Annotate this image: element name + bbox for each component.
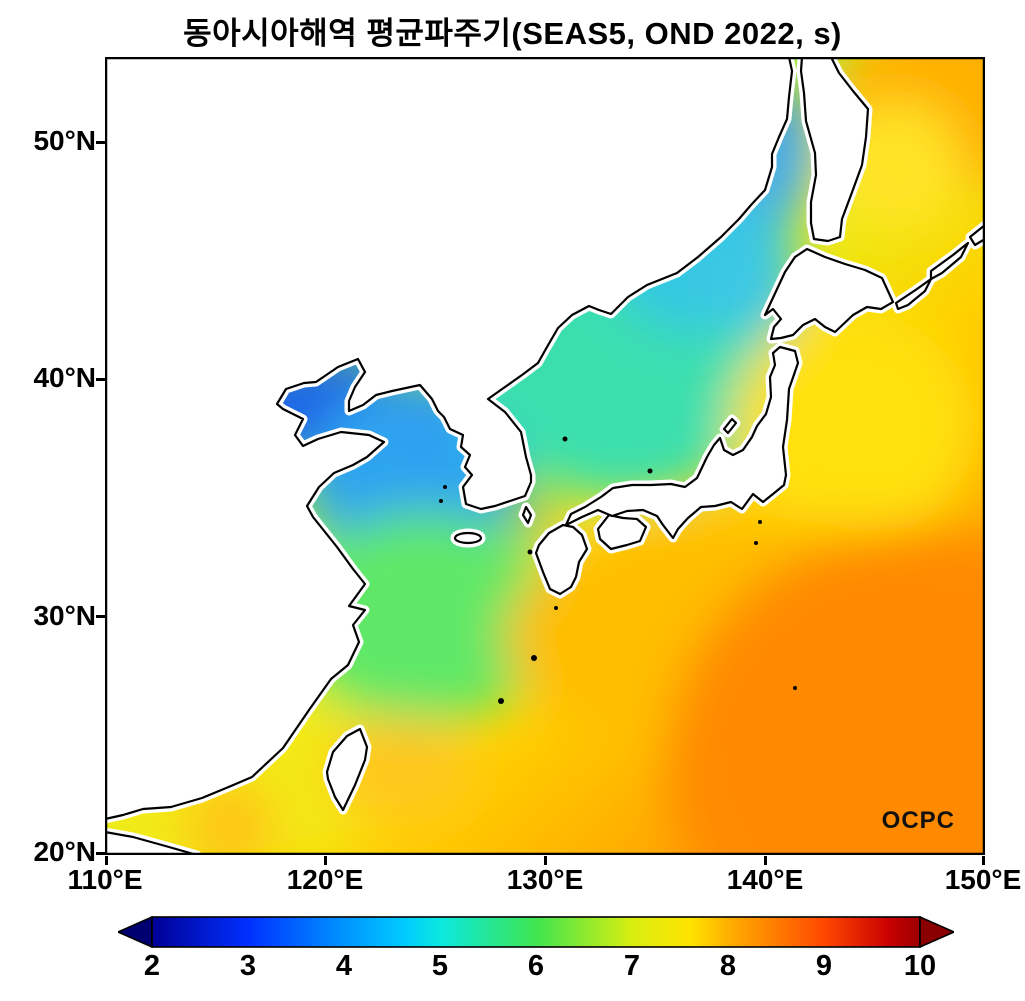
colorbar-extend-left: [116, 915, 153, 949]
latitude-tick-label: 30°N: [33, 600, 96, 631]
longitude-tick-label: 120°E: [286, 864, 364, 895]
x-axis-tick: [105, 856, 108, 865]
map-plot: OCPC: [105, 57, 985, 855]
x-axis-tick: [324, 856, 327, 865]
colorbar-gradient-bar: [151, 916, 921, 948]
small-islands: [439, 436, 797, 704]
x-axis-tick: [764, 856, 767, 865]
colorbar-tick-label: 6: [527, 950, 545, 982]
latitude-tick-label: 20°N: [33, 836, 96, 867]
chart-title: 동아시아해역 평균파주기(SEAS5, OND 2022, s): [183, 16, 842, 51]
y-axis-tick: [96, 852, 105, 855]
colorbar-tick-label: 8: [719, 950, 737, 982]
colorbar-tick-label: 7: [623, 950, 641, 982]
y-axis-tick: [96, 378, 105, 381]
longitude-tick-label: 110°E: [67, 864, 143, 895]
longitude-tick-label: 140°E: [726, 864, 804, 895]
colorbar-tick-label: 9: [815, 950, 833, 982]
colorbar-extend-right: [919, 915, 956, 949]
ocpc-watermark: OCPC: [881, 807, 955, 834]
x-axis-tick: [982, 856, 985, 865]
longitude-tick-label: 150°E: [944, 864, 1022, 895]
colorbar-tick-label: 5: [431, 950, 449, 982]
latitude-tick-label: 50°N: [33, 125, 96, 156]
x-axis-tick: [544, 856, 547, 865]
colorbar-tick-label: 2: [143, 950, 161, 982]
colorbar-tick-label: 4: [335, 950, 353, 982]
y-axis-tick: [96, 141, 105, 144]
colorbar-tick-label: 10: [903, 950, 937, 982]
colorbar: [116, 915, 956, 949]
latitude-tick-label: 40°N: [33, 362, 96, 393]
colorbar-tick-label: 3: [239, 950, 257, 982]
longitude-tick-label: 130°E: [506, 864, 584, 895]
y-axis-tick: [96, 615, 105, 618]
map-border: [105, 57, 985, 855]
